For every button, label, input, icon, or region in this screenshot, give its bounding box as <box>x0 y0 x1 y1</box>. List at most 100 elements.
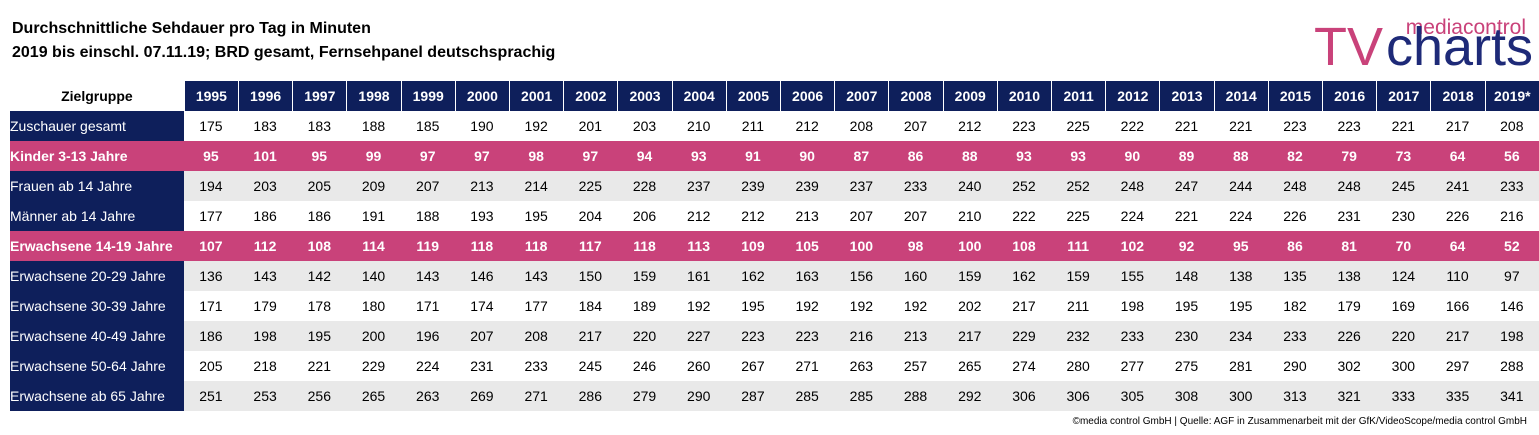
table-cell-value: 217 <box>942 321 997 351</box>
table-cell-value: 112 <box>238 231 293 261</box>
table-cell-value: 192 <box>509 111 564 141</box>
column-header-year: 1996 <box>238 81 293 111</box>
table-cell-value: 210 <box>942 201 997 231</box>
table-cell-value: 297 <box>1430 351 1485 381</box>
table-cell-value: 193 <box>454 201 510 231</box>
table-cell-value: 86 <box>1267 231 1323 261</box>
table-cell-value: 178 <box>292 291 347 321</box>
table-cell-value: 223 <box>780 321 835 351</box>
table-cell-value: 210 <box>671 111 726 141</box>
table-cell-value: 306 <box>996 381 1052 411</box>
table-cell-value: 292 <box>942 381 997 411</box>
column-header-year: 2015 <box>1267 81 1323 111</box>
table-cell-value: 221 <box>1376 111 1431 141</box>
table-cell-value: 73 <box>1376 141 1431 171</box>
table-cell-value: 226 <box>1430 201 1485 231</box>
table-cell-value: 98 <box>888 231 943 261</box>
table-cell-value: 191 <box>346 201 401 231</box>
table-cell-value: 177 <box>509 291 564 321</box>
table-cell-value: 313 <box>1267 381 1323 411</box>
table-cell-value: 195 <box>509 201 564 231</box>
table-cell-value: 223 <box>1267 111 1323 141</box>
table-cell-value: 216 <box>1484 201 1539 231</box>
table-cell-value: 271 <box>780 351 835 381</box>
table-cell-value: 162 <box>996 261 1052 291</box>
table-cell-value: 231 <box>1322 201 1377 231</box>
table-cell-value: 252 <box>996 171 1052 201</box>
table-cell-value: 117 <box>563 231 618 261</box>
table-cell-value: 225 <box>1051 201 1106 231</box>
table-cell-value: 232 <box>1051 321 1106 351</box>
logo-mediacontrol-text: mediacontrol <box>1405 16 1526 39</box>
table-cell-value: 86 <box>888 141 943 171</box>
table-cell-value: 265 <box>942 351 997 381</box>
logo-tv-text: TV <box>1314 17 1384 77</box>
table-cell-value: 192 <box>780 291 835 321</box>
table-cell-value: 239 <box>725 171 781 201</box>
table-cell-value: 205 <box>183 351 238 381</box>
table-cell-value: 237 <box>834 171 889 201</box>
table-cell-value: 195 <box>292 321 347 351</box>
table-cell-value: 212 <box>725 201 781 231</box>
table-cell-value: 204 <box>563 201 618 231</box>
column-header-year: 1995 <box>183 81 238 111</box>
table-cell-value: 220 <box>1376 321 1431 351</box>
column-header-year: 1998 <box>346 81 401 111</box>
table-cell-value: 180 <box>346 291 401 321</box>
column-header-year: 2004 <box>671 81 726 111</box>
table-cell-value: 226 <box>1267 201 1323 231</box>
table-cell-value: 88 <box>942 141 997 171</box>
table-cell-value: 228 <box>617 171 672 201</box>
table-cell-value: 93 <box>1051 141 1106 171</box>
table-cell-value: 202 <box>942 291 997 321</box>
table-cell-value: 213 <box>780 201 835 231</box>
table-cell-value: 93 <box>671 141 726 171</box>
table-cell-value: 290 <box>1267 351 1323 381</box>
table-cell-value: 308 <box>1159 381 1214 411</box>
column-header-year: 1997 <box>292 81 347 111</box>
table-cell-value: 208 <box>834 111 889 141</box>
table-cell-value: 207 <box>400 171 455 201</box>
table-cell-value: 256 <box>292 381 347 411</box>
row-header-label: Zielgruppe <box>10 81 184 111</box>
table-cell-value: 281 <box>1213 351 1268 381</box>
table-cell-value: 97 <box>400 141 455 171</box>
table-cell-value: 267 <box>725 351 781 381</box>
table-cell-value: 275 <box>1159 351 1214 381</box>
table-cell-value: 233 <box>1484 171 1539 201</box>
table-cell-value: 213 <box>888 321 943 351</box>
table-cell-value: 140 <box>346 261 401 291</box>
table-cell-value: 142 <box>292 261 347 291</box>
table-cell-value: 184 <box>563 291 618 321</box>
table-cell-value: 233 <box>888 171 943 201</box>
column-header-year: 2007 <box>834 81 889 111</box>
table-cell-value: 98 <box>509 141 564 171</box>
viewing-time-table: Zielgruppe 1995 1996 1997 1998 1999 2000 2001 2… <box>10 81 1539 411</box>
table-cell-value: 150 <box>563 261 618 291</box>
table-cell-value: 81 <box>1322 231 1377 261</box>
table-cell-value: 171 <box>183 291 238 321</box>
table-cell-value: 217 <box>1430 321 1485 351</box>
table-cell-value: 224 <box>1213 201 1268 231</box>
table-cell-value: 101 <box>238 141 293 171</box>
table-cell-value: 287 <box>725 381 781 411</box>
table-cell-value: 156 <box>834 261 889 291</box>
table-cell-value: 138 <box>1213 261 1268 291</box>
table-cell-value: 225 <box>563 171 618 201</box>
table-cell-value: 224 <box>400 351 455 381</box>
table-cell-value: 271 <box>509 381 564 411</box>
table-cell-value: 97 <box>454 141 510 171</box>
table-cell-value: 211 <box>725 111 781 141</box>
column-header-year: 2011 <box>1051 81 1106 111</box>
table-cell-value: 288 <box>1484 351 1539 381</box>
table-cell-value: 225 <box>1051 111 1106 141</box>
chart-title: Durchschnittliche Sehdauer pro Tag in Mi… <box>12 20 371 37</box>
row-label: Kinder 3-13 Jahre <box>10 141 184 171</box>
table-cell-value: 143 <box>238 261 293 291</box>
column-header-year: 2000 <box>454 81 510 111</box>
table-cell-value: 118 <box>617 231 672 261</box>
table-cell-value: 213 <box>454 171 510 201</box>
table-cell-value: 90 <box>780 141 835 171</box>
table-cell-value: 335 <box>1430 381 1485 411</box>
table-cell-value: 90 <box>1105 141 1160 171</box>
